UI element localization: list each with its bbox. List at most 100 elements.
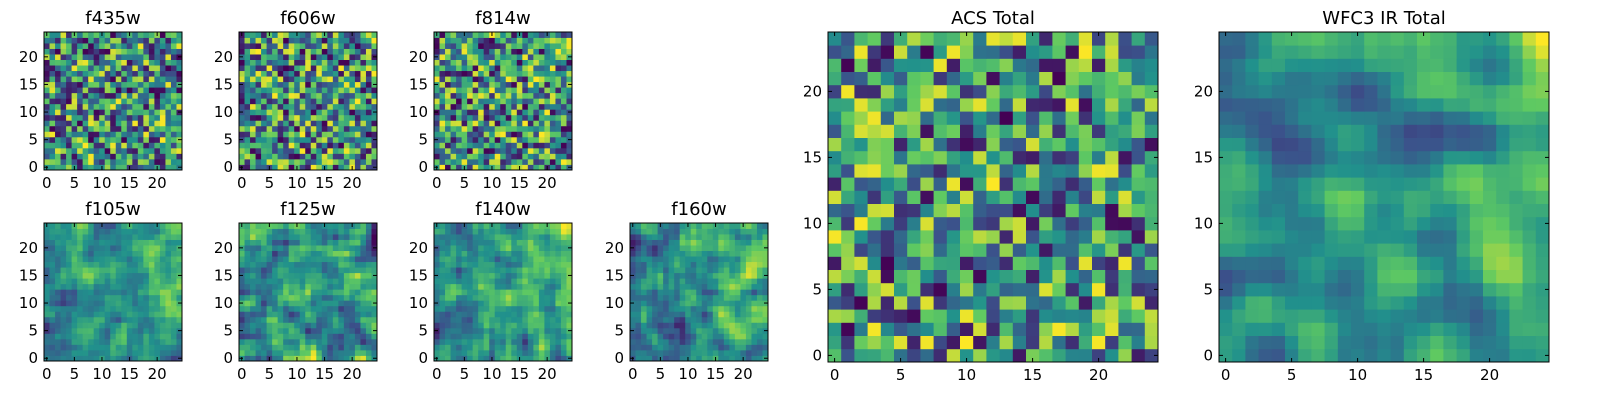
heatmap-cell: [461, 245, 468, 251]
heatmap-cell: [841, 150, 855, 165]
heatmap-cell: [299, 250, 306, 257]
heatmap-cell: [250, 283, 256, 290]
heatmap-cell: [544, 59, 551, 66]
heatmap-cell: [255, 344, 262, 351]
heatmap-cell: [986, 177, 1000, 191]
heatmap-cell: [137, 37, 144, 44]
heatmap-cell: [321, 136, 328, 143]
heatmap-cell: [907, 335, 921, 350]
heatmap-cell: [239, 87, 245, 94]
heatmap-cell: [321, 245, 328, 251]
heatmap-cell: [371, 37, 378, 44]
heatmap-cell: [439, 125, 446, 132]
heatmap-cell: [718, 283, 725, 290]
heatmap-cell: [494, 125, 501, 132]
heatmap-cell: [1026, 348, 1040, 363]
heatmap-cell: [154, 142, 161, 149]
heatmap-cell: [549, 261, 556, 268]
heatmap-cell: [132, 37, 139, 44]
heatmap-cell: [316, 272, 323, 279]
heatmap-cell: [55, 283, 61, 290]
heatmap-cell: [244, 136, 251, 143]
heatmap-cell: [316, 164, 323, 171]
heatmap-cell: [132, 147, 139, 154]
heatmap-cell: [450, 272, 457, 279]
heatmap-cell: [176, 48, 183, 55]
heatmap-cell: [445, 223, 451, 229]
heatmap-cell: [250, 65, 256, 72]
heatmap-cell: [154, 65, 161, 72]
heatmap-cell: [533, 355, 540, 362]
heatmap-cell: [299, 59, 306, 66]
heatmap-cell: [126, 272, 133, 279]
heatmap-cell: [310, 311, 317, 318]
heatmap-cells: [44, 223, 183, 362]
heatmap-cell: [104, 349, 111, 356]
heatmap-cell: [360, 136, 367, 143]
heatmap-cell: [132, 223, 139, 229]
heatmap-cell: [365, 54, 372, 60]
heatmap-cell: [762, 289, 769, 296]
heatmap-cell: [277, 114, 284, 121]
heatmap-cell: [641, 250, 647, 257]
heatmap-cell: [310, 158, 317, 165]
heatmap-cell: [456, 120, 462, 127]
heatmap-cell: [272, 355, 279, 362]
heatmap-cell: [635, 300, 642, 307]
heatmap-cell: [132, 245, 139, 251]
heatmap-cell: [560, 65, 567, 72]
heatmap-cell: [332, 245, 339, 251]
heatmap-cell: [82, 87, 89, 94]
heatmap-cell: [44, 120, 50, 127]
heatmap-cell: [154, 54, 161, 60]
heatmap-cell: [148, 98, 155, 105]
heatmap-cell: [44, 59, 50, 66]
heatmap-cell: [527, 131, 534, 138]
heatmap-cell: [456, 289, 462, 296]
heatmap-cell: [126, 142, 133, 149]
heatmap-cell: [365, 32, 372, 38]
heatmap-cell: [338, 267, 345, 274]
heatmap-cell: [439, 228, 446, 235]
heatmap-cell: [343, 223, 350, 229]
heatmap-cell: [434, 92, 440, 99]
heatmap-cell: [483, 327, 490, 334]
heatmap-cell: [652, 256, 658, 263]
heatmap-cell: [1065, 282, 1080, 297]
heatmap-cell: [516, 153, 523, 160]
heatmap-cell: [77, 300, 84, 307]
heatmap-cell: [143, 59, 150, 66]
heatmap-cell: [104, 344, 111, 351]
heatmap-cell: [321, 344, 328, 351]
heatmap-cell: [516, 256, 523, 263]
heatmap-cell: [478, 59, 485, 66]
heatmap-cell: [250, 300, 256, 307]
heatmap-cell: [288, 70, 295, 77]
heatmap-cell: [88, 223, 95, 229]
heatmap-cell: [71, 250, 78, 257]
heatmap-cell: [321, 322, 328, 329]
heatmap-cell: [867, 164, 882, 178]
heatmap-cell: [560, 261, 567, 268]
heatmap-cell: [154, 338, 161, 345]
y-tick-label: 20: [214, 239, 233, 257]
heatmap-cell: [1118, 203, 1132, 218]
heatmap-cell: [154, 349, 161, 356]
heatmap-cell: [132, 344, 139, 351]
heatmap-cell: [266, 316, 273, 323]
heatmap-cell: [239, 322, 245, 329]
heatmap-cell: [176, 114, 183, 121]
heatmap-cell: [894, 190, 908, 204]
heatmap-cell: [121, 114, 128, 121]
heatmap-cell: [841, 335, 855, 350]
heatmap-cell: [77, 48, 84, 55]
heatmap-cell: [239, 316, 245, 323]
heatmap-cell: [467, 272, 474, 279]
heatmap-cell: [354, 37, 361, 44]
heatmap-cell: [371, 311, 378, 318]
heatmap-cell: [494, 103, 501, 110]
heatmap-cell: [663, 267, 670, 274]
heatmap-cell: [533, 59, 540, 66]
heatmap-cell: [527, 311, 534, 318]
